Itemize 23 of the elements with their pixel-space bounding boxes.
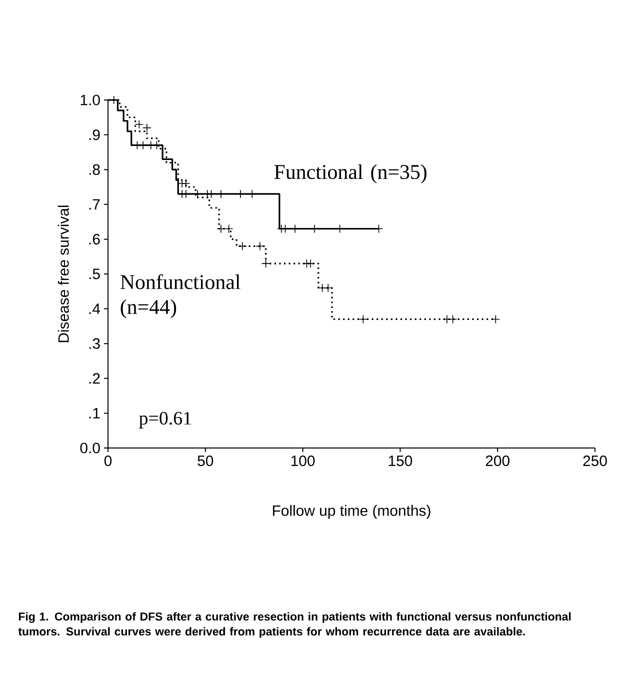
y-tick-label: .8: [89, 164, 100, 175]
annotation: p=0.61: [139, 412, 191, 428]
y-tick-label: .7: [89, 199, 100, 210]
y-tick-label: .2: [89, 373, 100, 384]
y-tick-label: 0.0: [80, 442, 100, 454]
series-label: Functional (n=35): [274, 164, 426, 184]
x-tick-label: 200: [486, 456, 510, 466]
text: Fig 1. Comparison of DFS after a curative resection in patients with functional versus nonfunctional tumors. Survival curves were derived from patients for whom recurrence data are available.: [18, 612, 571, 638]
y-tick-label: 1.0: [80, 94, 100, 106]
y-tick-label: .1: [89, 408, 100, 418]
x-tick-label: 0: [104, 456, 112, 466]
y-tick-label: .4: [89, 304, 100, 314]
y-tick-label: .6: [89, 234, 100, 244]
x-tick-label: 250: [583, 456, 607, 466]
y-tick-label: .5: [89, 268, 100, 280]
series-label: Nonfunctional (n=44): [120, 274, 240, 318]
x-axis-title: Follow up time (months): [272, 504, 430, 519]
x-tick-label: 50: [198, 456, 214, 466]
y-tick-label: .3: [89, 338, 100, 349]
x-tick-label: 100: [291, 456, 315, 466]
y-axis-title: Disease free survival: [58, 206, 69, 342]
y-tick-label: .9: [89, 130, 100, 140]
x-tick-label: 150: [388, 456, 412, 466]
